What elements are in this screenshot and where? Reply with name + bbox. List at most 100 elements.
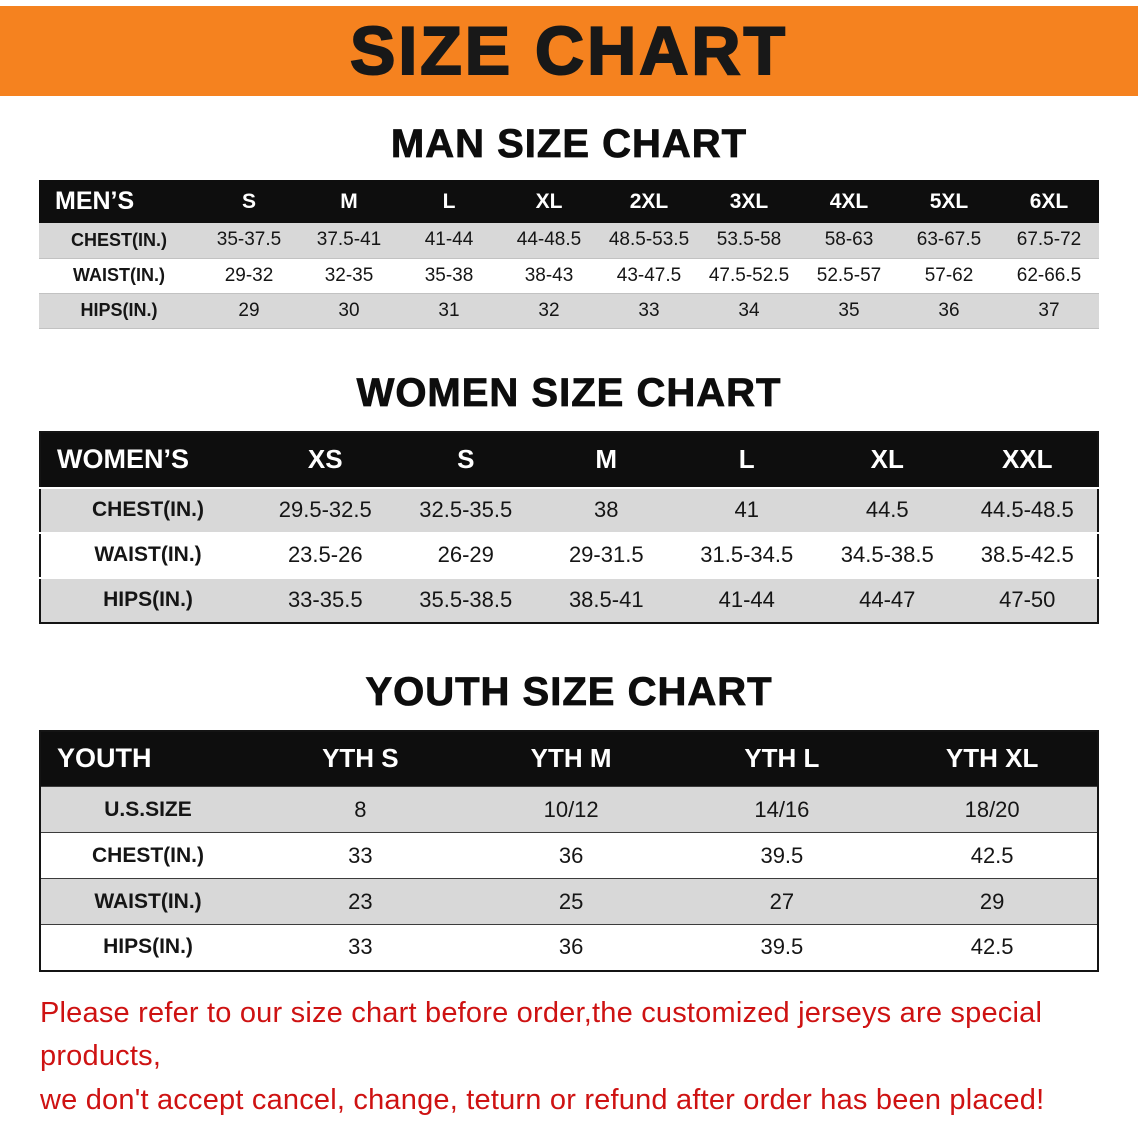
mens-size-table: MEN’S S M L XL 2XL 3XL 4XL 5XL 6XL CHEST(IN.) 35-37… — [39, 180, 1099, 329]
measurement-row-label: U.S.SIZE — [40, 786, 255, 833]
size-column-header: XXL — [957, 431, 1098, 488]
size-value-cell: 63-67.5 — [899, 223, 999, 258]
size-column-header: S — [199, 180, 299, 223]
table-row: CHEST(IN.) 33 36 39.5 42.5 — [40, 832, 1098, 879]
size-value-cell: 44.5-48.5 — [957, 487, 1098, 533]
youth-size-table: YOUTH YTH S YTH M YTH L YTH XL U.S.SIZE 8 10/12… — [39, 729, 1099, 972]
size-column-header: S — [395, 431, 536, 488]
table-row: CHEST(IN.) 35-37.5 37.5-41 41-44 44-48.5 48.5… — [39, 223, 1099, 258]
size-value-cell: 10/12 — [465, 786, 677, 833]
size-column-header: XL — [817, 431, 958, 488]
size-value-cell: 30 — [299, 293, 399, 328]
size-value-cell: 26-29 — [437, 542, 494, 567]
size-value-cell: 23 — [255, 878, 466, 925]
size-column-header: 5XL — [899, 180, 999, 223]
size-value-cell: 29-32 — [224, 264, 274, 286]
disclaimer-line-1: Please refer to our size chart before or… — [40, 996, 1043, 1073]
banner-title: SIZE CHART — [349, 13, 788, 89]
size-value-cell: 29 — [199, 293, 299, 328]
table-row: U.S.SIZE 8 10/12 14/16 18/20 — [40, 786, 1098, 833]
size-value-cell: 36 — [558, 934, 584, 960]
women-size-chart-heading: WOMEN SIZE CHART — [356, 370, 782, 415]
size-column-header: 2XL — [599, 180, 699, 223]
header-row: YOUTH YTH S YTH M YTH L YTH XL — [40, 730, 1098, 787]
size-value-cell: 33-35.5 — [255, 577, 396, 623]
size-value-cell: 62-66.5 — [1016, 264, 1082, 286]
size-value-cell: 36 — [899, 293, 999, 328]
measurement-row-label: CHEST(IN.) — [39, 223, 199, 258]
size-value-cell: 57-62 — [924, 264, 974, 286]
size-column-header: M — [299, 180, 399, 223]
size-column-header: YTH S — [255, 730, 466, 787]
disclaimer-text: Please refer to our size chart before or… — [40, 992, 1098, 1123]
size-chart-banner: SIZE CHART — [0, 6, 1138, 96]
size-value-cell: 38.5-42.5 — [980, 542, 1074, 567]
size-value-cell: 33 — [599, 293, 699, 328]
size-value-cell: 38 — [536, 487, 677, 533]
size-column-header: YTH L — [676, 730, 888, 787]
size-column-header: XL — [499, 180, 599, 223]
size-value-cell: 23.5-26 — [287, 542, 363, 567]
measurement-row-label: HIPS(IN.) — [103, 935, 193, 959]
size-value-cell: 38.5-41 — [536, 577, 677, 623]
size-value-cell: 27 — [676, 878, 888, 925]
size-value-cell: 37.5-41 — [299, 223, 399, 258]
table-row: WAIST(IN.) 29-32 32-35 35-38 38-43 43-47.5 47.… — [39, 258, 1099, 293]
table-group-label: YOUTH — [40, 730, 255, 787]
size-value-cell: 35.5-38.5 — [395, 577, 536, 623]
table-row: WAIST(IN.) 23 25 27 29 — [40, 878, 1098, 925]
measurement-row-label: WAIST(IN.) — [40, 878, 255, 925]
womens-size-table: WOMEN’S XS S M L XL XXL CHEST(IN.) 29.5-32.5 32.5… — [39, 430, 1099, 624]
size-value-cell: 58-63 — [799, 223, 899, 258]
size-value-cell: 29.5-32.5 — [255, 487, 396, 533]
size-column-header: YTH M — [465, 730, 677, 787]
size-value-cell: 44-47 — [817, 577, 958, 623]
table-row: HIPS(IN.) 33-35.5 35.5-38.5 38.5-41 41-44 44-… — [40, 577, 1098, 623]
table-group-label: WOMEN’S — [40, 431, 255, 488]
size-column-header: YTH XL — [887, 730, 1098, 787]
size-value-cell: 44-48.5 — [499, 223, 599, 258]
size-value-cell: 41-44 — [676, 577, 817, 623]
size-value-cell: 35 — [799, 293, 899, 328]
size-column-header: XS — [255, 431, 396, 488]
size-value-cell: 29-31.5 — [568, 542, 644, 567]
size-value-cell: 32-35 — [324, 264, 374, 286]
table-row: WAIST(IN.) 23.5-26 26-29 29-31.5 31.5-34.5 34… — [40, 532, 1098, 578]
table-row: CHEST(IN.) 29.5-32.5 32.5-35.5 38 41 44.5 44.5… — [40, 487, 1098, 533]
size-value-cell: 38-43 — [524, 264, 574, 286]
size-value-cell: 34 — [699, 293, 799, 328]
size-column-header: M — [536, 431, 677, 488]
size-value-cell: 36 — [558, 842, 584, 868]
size-value-cell: 44.5 — [817, 487, 958, 533]
size-value-cell: 14/16 — [676, 786, 888, 833]
youth-size-chart-heading: YOUTH SIZE CHART — [365, 669, 773, 714]
size-column-header: 6XL — [999, 180, 1099, 223]
size-value-cell: 43-47.5 — [616, 264, 682, 286]
size-column-header: L — [399, 180, 499, 223]
size-column-header: 3XL — [699, 180, 799, 223]
size-value-cell: 42.5 — [970, 934, 1014, 960]
size-value-cell: 48.5-53.5 — [599, 223, 699, 258]
header-row: WOMEN’S XS S M L XL XXL — [40, 431, 1098, 488]
table-group-label: MEN’S — [39, 180, 199, 223]
measurement-row-label: WAIST(IN.) — [94, 543, 202, 566]
table-row: HIPS(IN.) 29 30 31 32 33 34 35 36 37 — [39, 293, 1099, 328]
size-value-cell: 25 — [465, 878, 677, 925]
size-value-cell: 35-37.5 — [199, 223, 299, 258]
size-value-cell: 18/20 — [887, 786, 1098, 833]
size-value-cell: 41-44 — [399, 223, 499, 258]
measurement-row-label: WAIST(IN.) — [73, 265, 165, 285]
size-value-cell: 31.5-34.5 — [700, 542, 794, 567]
size-value-cell: 32 — [499, 293, 599, 328]
size-value-cell: 35-38 — [424, 264, 474, 286]
size-value-cell: 41 — [676, 487, 817, 533]
size-value-cell: 33 — [348, 842, 373, 868]
measurement-row-label: HIPS(IN.) — [40, 577, 255, 623]
measurement-row-label: CHEST(IN.) — [92, 843, 204, 867]
size-value-cell: 47-50 — [957, 577, 1098, 623]
size-value-cell: 53.5-58 — [699, 223, 799, 258]
size-value-cell: 39.5 — [760, 934, 804, 960]
size-value-cell: 31 — [399, 293, 499, 328]
size-value-cell: 47.5-52.5 — [708, 264, 790, 286]
measurement-row-label: CHEST(IN.) — [40, 487, 255, 533]
